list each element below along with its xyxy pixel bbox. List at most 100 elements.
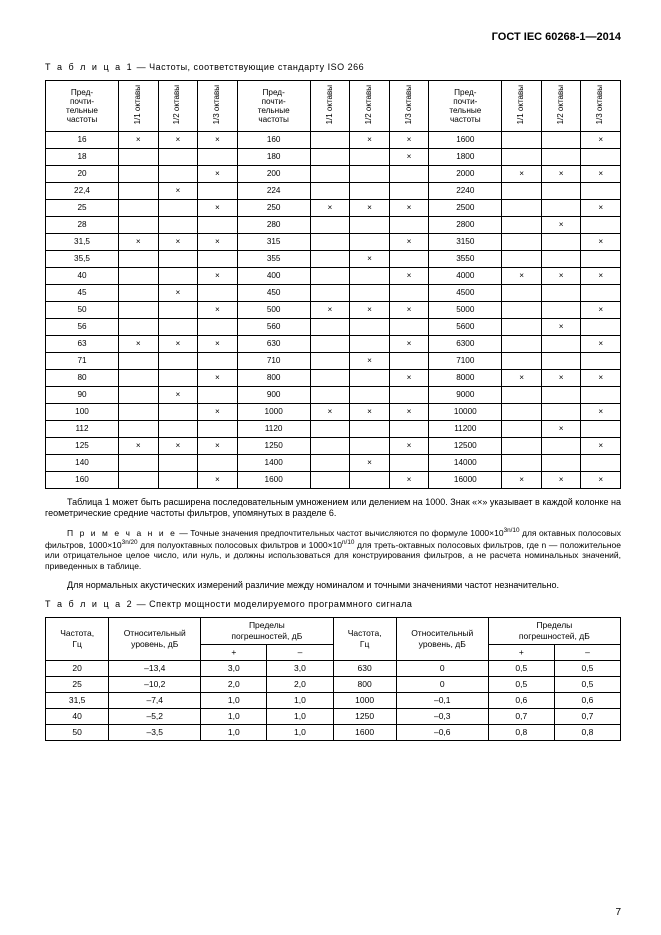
table1-cell bbox=[541, 352, 581, 369]
table1-cell: × bbox=[581, 369, 621, 386]
table1-cell bbox=[389, 386, 429, 403]
table1-cell bbox=[389, 284, 429, 301]
table2-row: 20–13,43,03,063000,50,5 bbox=[46, 660, 621, 676]
table2-row: 50–3,51,01,01600–0,60,80,8 bbox=[46, 724, 621, 740]
table1-cell bbox=[310, 454, 350, 471]
table1-cell bbox=[158, 165, 198, 182]
table1-cell bbox=[119, 403, 159, 420]
table1-caption-prefix: Т а б л и ц а 1 bbox=[45, 62, 134, 72]
table1-cell bbox=[502, 216, 542, 233]
table1-cell: × bbox=[389, 233, 429, 250]
table1-cell bbox=[541, 301, 581, 318]
table2-cell: 630 bbox=[333, 660, 396, 676]
t2-h-plus-1: + bbox=[201, 644, 267, 660]
table2-cell: 0 bbox=[396, 660, 488, 676]
note-sup2: 3n/20 bbox=[122, 539, 138, 546]
table1-cell bbox=[119, 471, 159, 488]
table1-cell bbox=[541, 284, 581, 301]
table1-cell: × bbox=[158, 284, 198, 301]
table2-cell: 0,7 bbox=[488, 708, 554, 724]
table1-cell: 1000 bbox=[237, 403, 310, 420]
table1-cell bbox=[581, 318, 621, 335]
table2-cell: 50 bbox=[46, 724, 109, 740]
table1-cell: 6300 bbox=[429, 335, 502, 352]
table1-cell bbox=[310, 437, 350, 454]
document-header: ГОСТ IEC 60268-1—2014 bbox=[45, 30, 621, 44]
table1-cell bbox=[350, 335, 390, 352]
table1-cell bbox=[119, 182, 159, 199]
table1-cell: × bbox=[541, 420, 581, 437]
table1-cell bbox=[502, 148, 542, 165]
table1-cell: 2000 bbox=[429, 165, 502, 182]
table1-cell: × bbox=[541, 165, 581, 182]
table1-cell: × bbox=[350, 352, 390, 369]
table1-row: 160×1600×16000××× bbox=[46, 471, 621, 488]
table1-cell bbox=[119, 352, 159, 369]
table1-cell: × bbox=[350, 403, 390, 420]
table1-cell bbox=[581, 250, 621, 267]
table1-cell bbox=[310, 420, 350, 437]
table1-cell: 560 bbox=[237, 318, 310, 335]
t1-h-freq-2: Пред-почти-тельныечастоты bbox=[237, 80, 310, 131]
table1-cell: 22,4 bbox=[46, 182, 119, 199]
table2-cell: 1,0 bbox=[201, 724, 267, 740]
table1-cell bbox=[502, 250, 542, 267]
table2-cell: 1,0 bbox=[201, 708, 267, 724]
table1-cell bbox=[502, 403, 542, 420]
table1-cell: 5600 bbox=[429, 318, 502, 335]
table1-row: 18180×1800 bbox=[46, 148, 621, 165]
table2-cell: –0,6 bbox=[396, 724, 488, 740]
table1-cell bbox=[350, 233, 390, 250]
table1-cell bbox=[350, 148, 390, 165]
table1-cell: × bbox=[502, 471, 542, 488]
table1-cell bbox=[541, 233, 581, 250]
table1-cell: × bbox=[581, 199, 621, 216]
table1-cell bbox=[389, 165, 429, 182]
table1-cell bbox=[198, 216, 238, 233]
table1-cell bbox=[389, 454, 429, 471]
t2-h-minus-1: – bbox=[267, 644, 333, 660]
table1-cell: × bbox=[198, 233, 238, 250]
table1-cell bbox=[502, 420, 542, 437]
table1-cell: × bbox=[389, 267, 429, 284]
table1-cell: 800 bbox=[237, 369, 310, 386]
paragraph-2: Для нормальных акустических измерений ра… bbox=[45, 580, 621, 591]
table1-cell bbox=[502, 301, 542, 318]
t1-h-11-2: 1/1 октавы bbox=[310, 80, 350, 131]
table1-cell: × bbox=[389, 148, 429, 165]
t2-h-freq-1: Частота,Гц bbox=[46, 617, 109, 660]
note-sup3: n/10 bbox=[342, 539, 354, 546]
table1-row: 22,4×2242240 bbox=[46, 182, 621, 199]
table1-cell: × bbox=[119, 131, 159, 148]
table1-cell bbox=[310, 369, 350, 386]
table1-cell: × bbox=[581, 335, 621, 352]
table2-cell: 0,6 bbox=[488, 692, 554, 708]
table1-cell: 90 bbox=[46, 386, 119, 403]
table1-cell bbox=[502, 352, 542, 369]
table1-cell: 2500 bbox=[429, 199, 502, 216]
table1-cell: × bbox=[389, 403, 429, 420]
table2-cell: 0,8 bbox=[554, 724, 620, 740]
table1-cell: × bbox=[350, 250, 390, 267]
table1-cell bbox=[350, 420, 390, 437]
t2-h-tol-2: Пределыпогрешностей, дБ bbox=[488, 617, 620, 644]
table1-cell bbox=[310, 318, 350, 335]
table1-cell bbox=[119, 369, 159, 386]
table1-cell bbox=[119, 386, 159, 403]
table2-cell: –13,4 bbox=[109, 660, 201, 676]
table1-cell: × bbox=[581, 267, 621, 284]
table1-row: 112112011200× bbox=[46, 420, 621, 437]
table1-cell: × bbox=[502, 369, 542, 386]
table1-cell: × bbox=[502, 165, 542, 182]
table1-cell: 250 bbox=[237, 199, 310, 216]
table1-cell bbox=[310, 131, 350, 148]
table1-cell: × bbox=[581, 233, 621, 250]
table1-cell bbox=[119, 216, 159, 233]
table1-cell: × bbox=[158, 386, 198, 403]
t2-h-level-2: Относительныйуровень, дБ bbox=[396, 617, 488, 660]
table1-cell bbox=[541, 403, 581, 420]
table1-caption-rest: — Частоты, соответствующие стандарту ISO… bbox=[134, 62, 365, 72]
table1-cell: 630 bbox=[237, 335, 310, 352]
table1-cell: 450 bbox=[237, 284, 310, 301]
table2-cell: 20 bbox=[46, 660, 109, 676]
